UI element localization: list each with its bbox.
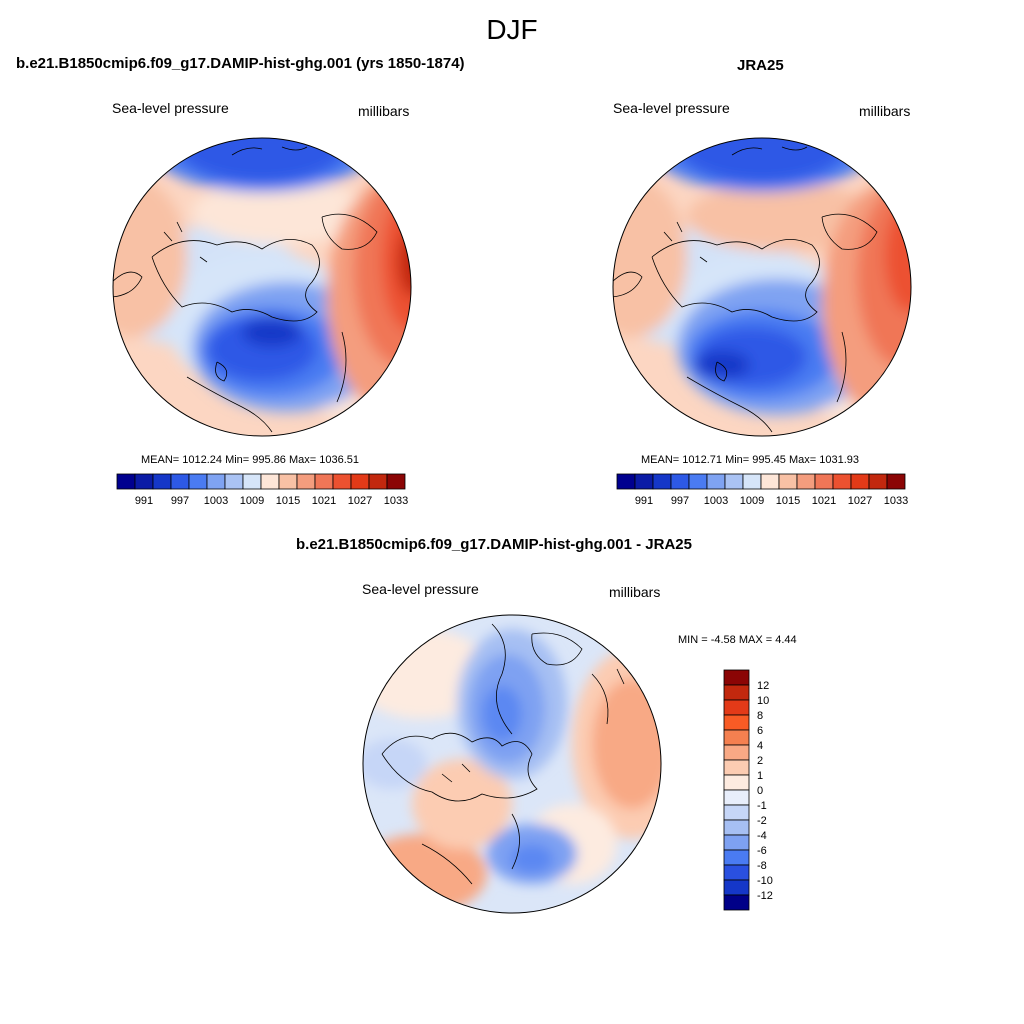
colorbar-jra25-tick-label: 997 [671,495,689,507]
colorbar-jra25-swatch [688,473,708,490]
colorbar-model-swatch [314,473,334,490]
panel-1-stats: MEAN= 1012.24 Min= 995.86 Max= 1036.51 [141,454,360,466]
colorbar-jra25-swatch [760,473,780,490]
colorbar-difference-swatch [723,804,750,821]
figure-title: DJF [486,14,538,45]
colorbar-model-tick-label: 1033 [384,495,408,507]
panel-2-variable-label: Sea-level pressure [613,100,730,116]
colorbar-model-swatch [134,473,154,490]
colorbar-jra25-swatch [886,473,906,490]
colorbar-difference-label: 2 [757,755,763,767]
colorbar-jra25-tick-label: 1033 [884,495,908,507]
colorbar-model-swatch [260,473,280,490]
colorbar-model-swatch [386,473,406,490]
colorbar-difference-label: -1 [757,800,767,812]
colorbar-model: 991 997 1003 1009 1015 1021 1027 1033 [116,473,408,507]
panel-1-title: b.e21.B1850cmip6.f09_g17.DAMIP-hist-ghg.… [16,55,465,72]
colorbar-difference-swatch [723,834,750,851]
colorbar-difference-label: -12 [757,890,773,902]
colorbar-model-swatch [170,473,190,490]
colorbar-model-swatch [224,473,244,490]
panel-3-title: b.e21.B1850cmip6.f09_g17.DAMIP-hist-ghg.… [296,536,692,553]
colorbar-jra25-swatch [724,473,744,490]
map-jra25 [612,137,912,437]
colorbar-difference-label: -8 [757,860,767,872]
colorbar-jra25-tick-label: 1009 [740,495,764,507]
colorbar-difference-swatch [723,699,750,716]
colorbar-model-tick-label: 1027 [348,495,372,507]
colorbar-jra25-swatch [616,473,636,490]
colorbar-jra25-tick-label: 1015 [776,495,800,507]
colorbar-difference-swatch [723,879,750,896]
colorbar-model-tick-label: 991 [135,495,153,507]
colorbar-model-swatch [206,473,226,490]
colorbar-difference-swatch [723,849,750,866]
map-difference [362,614,662,914]
colorbar-jra25-swatch [742,473,762,490]
colorbar-jra25-swatch [814,473,834,490]
panel-2-stats: MEAN= 1012.71 Min= 995.45 Max= 1031.93 [641,454,860,466]
colorbar-difference-label: 8 [757,710,763,722]
colorbar-model-swatch [242,473,262,490]
panel-3-units-label: millibars [609,584,661,600]
map-model [112,137,412,437]
colorbar-difference-swatch [723,894,750,911]
colorbar-difference-swatch [723,684,750,701]
colorbar-model-swatch [116,473,136,490]
colorbar-jra25-tick-label: 1027 [848,495,872,507]
colorbar-difference-label: 6 [757,725,763,737]
colorbar-difference-swatch [723,729,750,746]
colorbar-jra25-swatch [634,473,654,490]
colorbar-model-tick-label: 1021 [312,495,336,507]
colorbar-jra25-swatch [778,473,798,490]
colorbar-difference-swatch [723,774,750,791]
colorbar-difference-swatch [723,669,750,686]
colorbar-model-swatch [368,473,388,490]
colorbar-difference-label: -6 [757,845,767,857]
colorbar-model-swatch [350,473,370,490]
colorbar-difference-swatch [723,864,750,881]
colorbar-model-tick-label: 1015 [276,495,300,507]
panel-3-minmax: MIN = -4.58 MAX = 4.44 [678,634,797,646]
colorbar-model-tick-label: 1003 [204,495,228,507]
colorbar-model-swatch [152,473,172,490]
colorbar-jra25: 991 997 1003 1009 1015 1021 1027 1033 [616,473,908,507]
colorbar-difference-label: 10 [757,695,769,707]
colorbar-jra25-swatch [796,473,816,490]
colorbar-jra25-tick-label: 1021 [812,495,836,507]
colorbar-jra25-swatch [706,473,726,490]
colorbar-model-swatch [278,473,298,490]
panel-1-variable-label: Sea-level pressure [112,100,229,116]
colorbar-difference-swatch [723,744,750,761]
colorbar-jra25-swatch [832,473,852,490]
colorbar-difference-swatch [723,819,750,836]
colorbar-model-tick-label: 1009 [240,495,264,507]
colorbar-difference-label: -4 [757,830,767,842]
colorbar-difference-swatch [723,714,750,731]
colorbar-jra25-tick-label: 1003 [704,495,728,507]
colorbar-difference-label: -10 [757,875,773,887]
panel-2-title: JRA25 [737,57,784,74]
colorbar-difference-label: 4 [757,740,763,752]
colorbar-difference-swatch [723,759,750,776]
colorbar-jra25-tick-label: 991 [635,495,653,507]
colorbar-model-swatch [296,473,316,490]
colorbar-difference-label: 12 [757,680,769,692]
colorbar-model-swatch [188,473,208,490]
colorbar-jra25-swatch [670,473,690,490]
colorbar-model-tick-label: 997 [171,495,189,507]
colorbar-jra25-swatch [652,473,672,490]
colorbar-difference-label: 0 [757,785,763,797]
colorbar-model-swatch [332,473,352,490]
colorbar-difference-label: -2 [757,815,767,827]
panel-2-units-label: millibars [859,103,911,119]
colorbar-difference-swatch [723,789,750,806]
panel-3-variable-label: Sea-level pressure [362,581,479,597]
colorbar-jra25-swatch [850,473,870,490]
panel-1-units-label: millibars [358,103,410,119]
colorbar-jra25-swatch [868,473,888,490]
colorbar-difference-label: 1 [757,770,763,782]
